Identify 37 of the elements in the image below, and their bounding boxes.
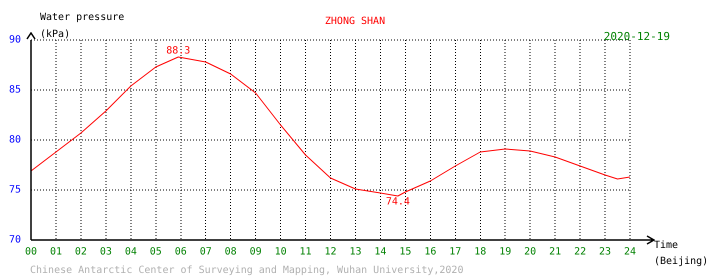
x-tick-label: 09 <box>250 246 262 258</box>
x-tick-label: 02 <box>74 246 87 258</box>
x-tick-label: 08 <box>224 246 237 258</box>
annotation: 88.3 <box>166 46 190 57</box>
x-tick-label: 13 <box>349 246 362 258</box>
x-tick-label: 00 <box>24 246 38 258</box>
chart-title: ZHONG SHAN <box>324 16 386 27</box>
x-axis-title: Time (Beijing) <box>654 239 708 269</box>
y-tick-label: 80 <box>8 134 21 146</box>
y-tick-label: 85 <box>8 84 21 96</box>
x-tick-label: 06 <box>174 246 187 258</box>
x-tick-label: 18 <box>474 246 486 258</box>
y-axis-title: Water pressure (kPa) <box>40 11 126 42</box>
y-tick-label: 70 <box>8 234 21 246</box>
x-tick-label: 15 <box>399 246 412 258</box>
chart-subtitle: 2020-12-19 <box>604 30 670 43</box>
x-tick-label: 19 <box>499 246 512 258</box>
x-tick-label: 10 <box>274 246 287 258</box>
x-tick-label: 20 <box>524 246 536 258</box>
x-tick-label: 12 <box>324 246 337 258</box>
x-tick-label: 16 <box>424 246 436 258</box>
y-tick-label: 75 <box>8 184 21 196</box>
x-tick-label: 17 <box>449 246 462 258</box>
x-tick-label: 24 <box>624 246 636 258</box>
x-tick-label: 23 <box>599 246 612 258</box>
x-tick-label: 05 <box>150 246 162 258</box>
x-tick-label: 21 <box>549 246 562 258</box>
annotation: 74.4 <box>386 196 410 208</box>
x-tick-label: 07 <box>200 246 212 258</box>
x-tick-label: 01 <box>50 246 62 258</box>
x-tick-label: 03 <box>100 246 112 258</box>
y-tick-label: 90 <box>8 34 21 46</box>
x-tick-label: 14 <box>374 246 386 258</box>
text: Chinese Antarctic Center of Surveying and Mapping, Wuhan University,2020 <box>30 265 464 277</box>
x-tick-label: 11 <box>300 246 312 258</box>
x-tick-label: 04 <box>124 246 137 258</box>
x-tick-label: 22 <box>574 246 586 258</box>
